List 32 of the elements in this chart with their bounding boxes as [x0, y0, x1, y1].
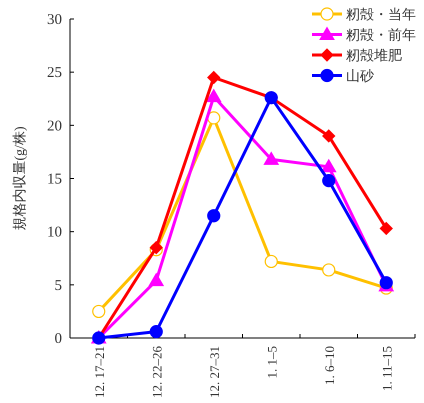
- legend-label: 籾殻・前年: [346, 28, 416, 44]
- y-axis-title: 規格内収量(g/株): [12, 126, 28, 231]
- point: [207, 111, 220, 124]
- y-tick-label: 5: [54, 278, 62, 294]
- x-tick-label: 12. 22–26: [149, 346, 164, 398]
- point: [322, 129, 336, 142]
- x-tick-label: 1. 1–5: [264, 346, 280, 378]
- legend-label: 籾殻堆肥: [346, 48, 402, 64]
- point: [322, 263, 336, 277]
- legend-label: 山砂: [346, 68, 374, 84]
- point: [207, 70, 220, 84]
- x-tick-label: 1. 6–10: [322, 346, 337, 385]
- point: [148, 273, 164, 286]
- x-tick-label: 12. 27–31: [206, 346, 222, 398]
- x-tick-label: 1. 11–15: [379, 346, 394, 392]
- point: [150, 325, 163, 338]
- point: [322, 174, 336, 188]
- y-tick-label: 20: [47, 118, 62, 134]
- point: [207, 209, 220, 222]
- point: [206, 89, 222, 102]
- point: [321, 159, 336, 172]
- point: [380, 222, 393, 235]
- point: [264, 152, 279, 165]
- point: [264, 254, 278, 268]
- y-tick-label: 10: [47, 224, 62, 241]
- y-tick-label: 30: [47, 12, 62, 28]
- point: [92, 304, 106, 318]
- y-tick-label: 15: [47, 172, 62, 188]
- legend-label: 籾殻・当年: [346, 7, 416, 23]
- x-tick-label: 12. 17–21: [92, 346, 107, 398]
- y-tick-label: 0: [54, 331, 62, 347]
- y-tick-label: 25: [47, 65, 62, 82]
